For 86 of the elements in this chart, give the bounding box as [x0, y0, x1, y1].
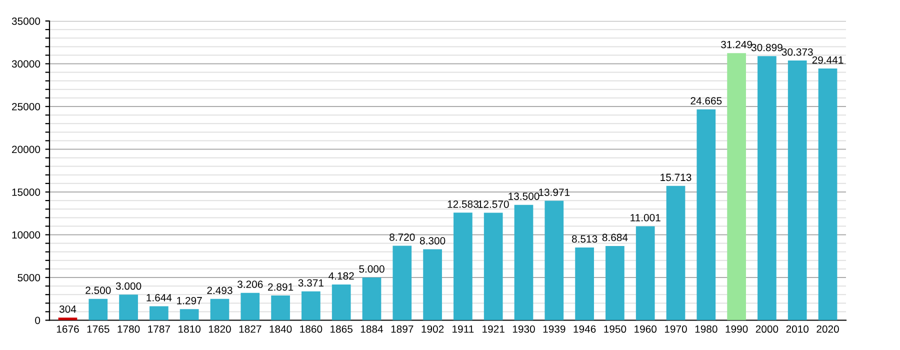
data-label: 24.665 — [690, 97, 722, 105]
y-tick-label: 20000 — [12, 146, 40, 154]
data-label: 3.000 — [116, 282, 142, 290]
x-tick-label: 1911 — [452, 325, 474, 333]
bar — [271, 296, 290, 320]
data-label: 8.720 — [390, 233, 415, 241]
x-tick-label: 1950 — [604, 325, 626, 333]
x-tick-label: 1860 — [300, 325, 322, 333]
x-tick-label: 1970 — [664, 325, 687, 333]
x-tick-label: 1827 — [239, 325, 262, 333]
x-tick-label: 2010 — [786, 325, 809, 333]
x-tick-label: 1865 — [330, 325, 352, 333]
bar — [119, 294, 138, 320]
bar — [788, 60, 807, 320]
data-label: 8.513 — [572, 235, 598, 243]
bar — [696, 109, 716, 320]
data-label: 8.684 — [602, 234, 628, 242]
y-tick-label: 30000 — [12, 60, 40, 68]
bar — [240, 292, 260, 320]
x-tick-label: 1810 — [178, 325, 201, 333]
x-tick-label: 1902 — [422, 325, 444, 333]
data-label: 4.182 — [328, 272, 354, 280]
data-label: 13.971 — [539, 188, 570, 196]
bar — [575, 247, 594, 320]
y-tick-label: 35000 — [12, 18, 40, 25]
data-label: 304 — [59, 305, 76, 313]
x-tick-label: 1820 — [208, 325, 231, 333]
y-tick-label: 10000 — [12, 231, 40, 239]
x-tick-label: 1990 — [726, 325, 748, 333]
bar — [454, 212, 472, 320]
x-tick-label: 1980 — [695, 325, 718, 333]
bar — [58, 318, 78, 320]
bar — [606, 246, 624, 320]
data-label: 12.583 — [448, 200, 478, 208]
x-tick-label: 1884 — [360, 325, 384, 333]
bar — [150, 306, 168, 320]
bar — [818, 68, 838, 320]
x-tick-label: 1840 — [270, 325, 292, 333]
x-tick-label: 1946 — [574, 325, 596, 333]
data-label: 3.371 — [298, 279, 324, 287]
bar — [758, 56, 776, 320]
x-tick-label: 1780 — [118, 325, 140, 333]
y-tick-label: 5000 — [18, 274, 40, 282]
data-label: 30.373 — [782, 48, 813, 56]
x-tick-label: 1765 — [87, 325, 110, 333]
data-label: 11.001 — [630, 214, 660, 222]
x-tick-label: 1676 — [56, 325, 79, 333]
data-label: 1.297 — [177, 296, 202, 304]
data-label: 13.500 — [508, 192, 540, 200]
y-tick-label: 0 — [35, 316, 40, 324]
x-tick-label: 1960 — [634, 325, 657, 333]
data-label: 2.891 — [268, 283, 294, 291]
data-label: 5.000 — [359, 265, 384, 273]
data-label: 15.713 — [660, 174, 692, 182]
y-tick-label: 15000 — [12, 188, 40, 196]
data-label: 2.500 — [86, 286, 111, 294]
bar — [484, 212, 503, 320]
bar — [392, 246, 412, 320]
x-tick-label: 1897 — [391, 325, 414, 333]
data-label: 31.249 — [721, 40, 752, 48]
bar — [544, 200, 564, 320]
data-label: 12.570 — [478, 200, 509, 208]
data-label: 30.899 — [751, 44, 782, 52]
x-tick-label: 1921 — [482, 325, 504, 333]
bar — [727, 53, 746, 320]
data-label: 8.300 — [420, 237, 446, 244]
x-tick-label: 2000 — [756, 325, 778, 333]
x-tick-label: 1930 — [512, 325, 535, 333]
bar — [423, 249, 442, 320]
data-label: 29.441 — [812, 56, 844, 64]
bar — [636, 226, 655, 320]
y-tick-label: 25000 — [12, 103, 40, 110]
bar — [210, 298, 230, 320]
bar — [88, 298, 108, 320]
data-label: 3.206 — [238, 280, 263, 288]
x-tick-label: 1939 — [543, 325, 566, 333]
bar — [666, 186, 686, 320]
bar — [514, 204, 534, 320]
bar — [362, 278, 382, 320]
data-label: 1.644 — [146, 294, 172, 302]
bar — [302, 291, 320, 320]
bar — [180, 309, 199, 320]
x-tick-label: 1787 — [148, 325, 170, 333]
bar — [332, 284, 351, 320]
data-label: 2.493 — [207, 286, 232, 294]
x-tick-label: 2020 — [816, 325, 839, 333]
